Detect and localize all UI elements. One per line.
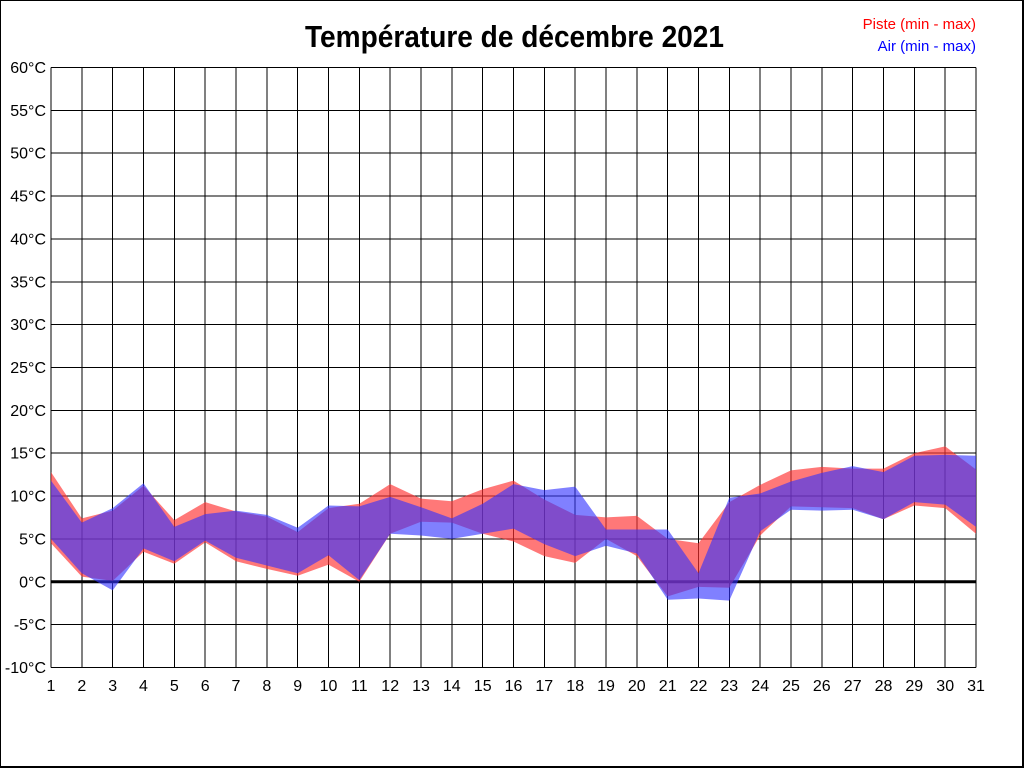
svg-text:45°C: 45°C — [10, 189, 46, 206]
svg-text:19: 19 — [597, 678, 615, 695]
svg-text:2: 2 — [77, 678, 86, 695]
svg-text:7: 7 — [232, 678, 241, 695]
svg-text:4: 4 — [139, 678, 148, 695]
svg-text:10: 10 — [320, 678, 338, 695]
svg-text:18: 18 — [566, 678, 584, 695]
svg-text:20: 20 — [628, 678, 646, 695]
svg-text:11: 11 — [351, 678, 368, 695]
svg-text:31: 31 — [967, 678, 985, 695]
svg-text:Air (min - max): Air (min - max) — [878, 38, 976, 55]
svg-text:60°C: 60°C — [10, 60, 46, 77]
svg-text:5°C: 5°C — [19, 531, 46, 548]
svg-text:15°C: 15°C — [10, 446, 46, 463]
svg-text:24: 24 — [751, 678, 769, 695]
svg-text:8: 8 — [262, 678, 271, 695]
svg-text:21: 21 — [659, 678, 677, 695]
svg-text:23: 23 — [720, 678, 738, 695]
svg-text:17: 17 — [535, 678, 553, 695]
svg-text:13: 13 — [412, 678, 430, 695]
svg-text:20°C: 20°C — [10, 403, 46, 420]
svg-text:26: 26 — [813, 678, 831, 695]
svg-text:1: 1 — [47, 678, 56, 695]
svg-text:55°C: 55°C — [10, 103, 46, 120]
svg-text:14: 14 — [443, 678, 461, 695]
svg-text:29: 29 — [905, 678, 923, 695]
svg-text:-5°C: -5°C — [14, 617, 46, 634]
svg-text:40°C: 40°C — [10, 231, 46, 248]
svg-text:-10°C: -10°C — [5, 660, 46, 677]
svg-text:50°C: 50°C — [10, 146, 46, 163]
svg-text:Température de décembre 2021: Température de décembre 2021 — [305, 19, 724, 54]
svg-text:9: 9 — [293, 678, 302, 695]
svg-text:3: 3 — [108, 678, 117, 695]
svg-text:10°C: 10°C — [10, 489, 46, 506]
svg-text:30: 30 — [936, 678, 954, 695]
svg-text:30°C: 30°C — [10, 317, 46, 334]
svg-text:35°C: 35°C — [10, 274, 46, 291]
svg-text:25°C: 25°C — [10, 360, 46, 377]
svg-text:Piste (min - max): Piste (min - max) — [863, 16, 976, 33]
svg-text:6: 6 — [201, 678, 210, 695]
svg-text:5: 5 — [170, 678, 179, 695]
svg-text:27: 27 — [844, 678, 862, 695]
svg-text:0°C: 0°C — [19, 574, 46, 591]
svg-text:15: 15 — [474, 678, 492, 695]
svg-text:28: 28 — [875, 678, 893, 695]
svg-text:25: 25 — [782, 678, 800, 695]
svg-text:12: 12 — [381, 678, 399, 695]
svg-text:22: 22 — [690, 678, 708, 695]
svg-text:16: 16 — [505, 678, 523, 695]
